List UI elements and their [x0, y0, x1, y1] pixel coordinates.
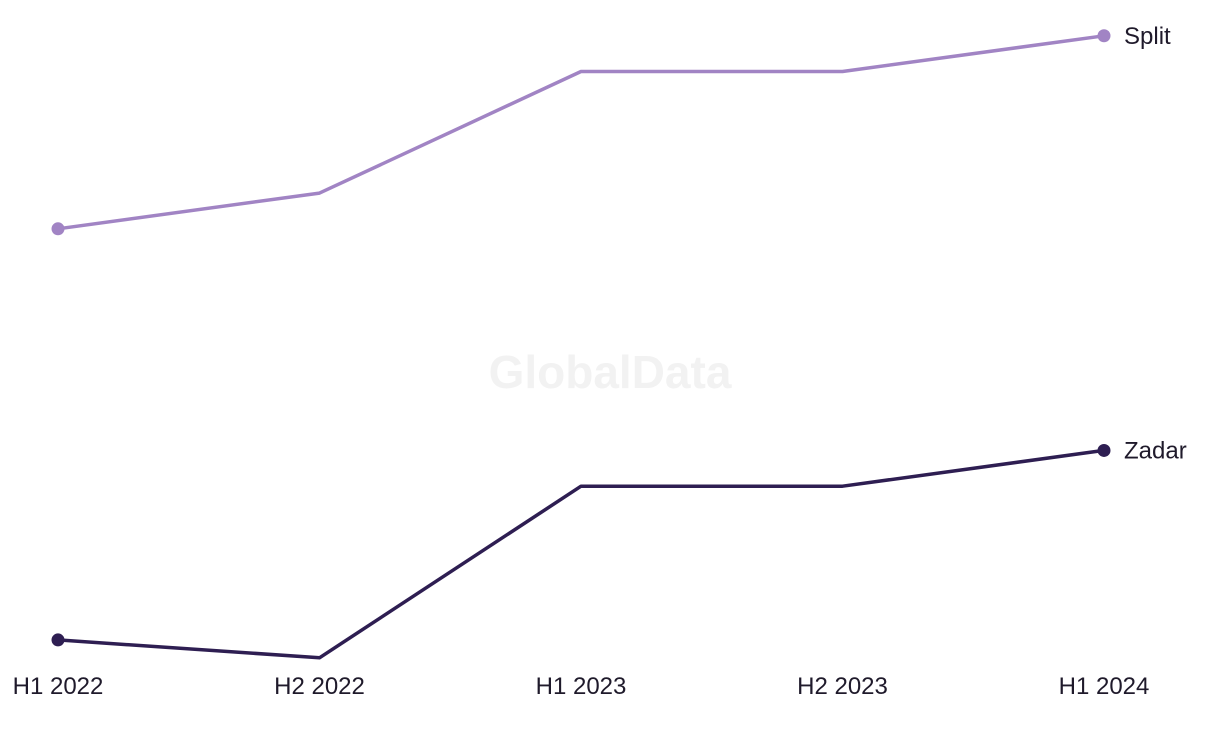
x-tick-label: H1 2024	[1059, 673, 1150, 700]
series-point-zadar-4	[1097, 443, 1111, 457]
series-label-zadar: Zadar	[1124, 437, 1187, 464]
x-tick-label: H1 2023	[536, 673, 627, 700]
series-label-split: Split	[1124, 23, 1171, 50]
series-layer: Split Zadar	[51, 23, 1187, 660]
series-point-zadar-0	[51, 633, 65, 647]
series-line-split	[56, 34, 1106, 231]
x-tick-label: H2 2022	[274, 673, 365, 700]
series-line-zadar	[56, 448, 1106, 660]
series-point-split-4	[1097, 29, 1111, 43]
x-axis: H1 2022 H2 2022 H1 2023 H2 2023 H1 2024	[13, 673, 1150, 700]
watermark: GlobalData	[489, 346, 732, 398]
x-tick-label: H1 2022	[13, 673, 104, 700]
series-point-split-0	[51, 222, 65, 236]
x-tick-label: H2 2023	[797, 673, 888, 700]
